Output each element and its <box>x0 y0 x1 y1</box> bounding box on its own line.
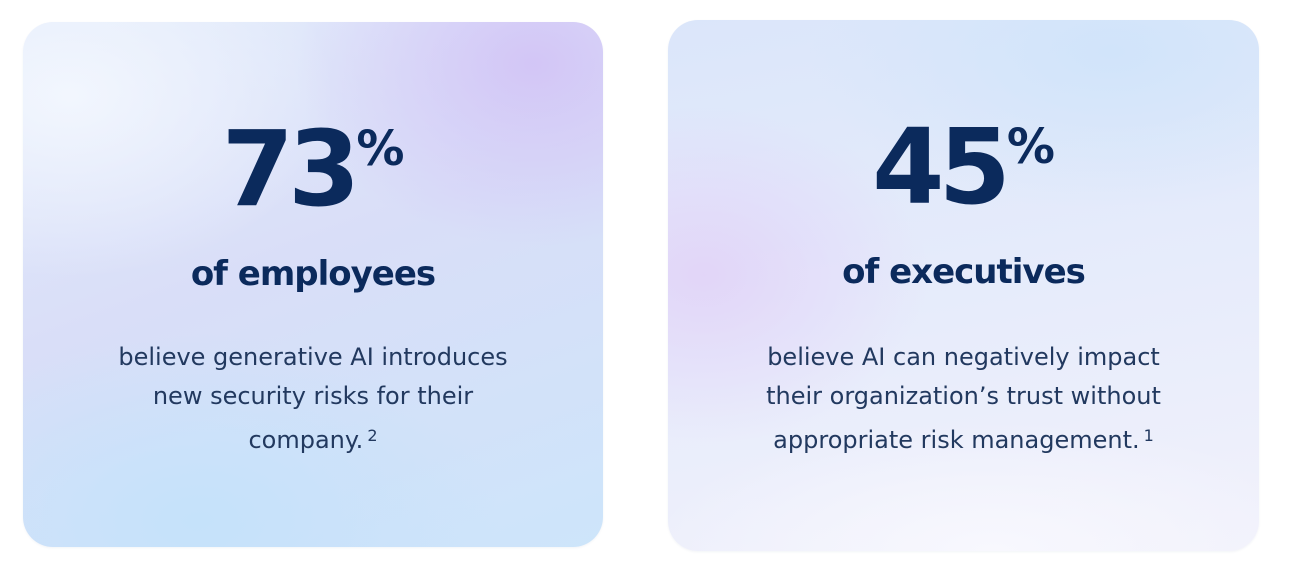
stat-subject: of executives <box>842 252 1086 292</box>
stat-card-employees: 73 % of employees believe generative AI … <box>23 22 603 547</box>
stat-subject: of employees <box>190 254 436 294</box>
footnote-reference[interactable]: 1 <box>1143 426 1154 445</box>
stat-description: believe AI can negatively impact their o… <box>738 338 1189 460</box>
stat-number: 45 <box>872 106 1011 228</box>
stat-card-executives: 45 % of executives believe AI can negati… <box>668 20 1259 551</box>
stat-description-text: believe generative AI introduces new sec… <box>118 343 508 454</box>
percent-sign: % <box>356 121 405 177</box>
stat-description: believe generative AI introduces new sec… <box>93 338 533 460</box>
percent-sign: % <box>1006 119 1055 175</box>
stat-value: 73 % <box>23 117 603 227</box>
stat-number: 73 <box>221 108 361 230</box>
stat-value: 45 % <box>668 115 1259 225</box>
footnote-reference[interactable]: 2 <box>367 426 378 445</box>
stat-description-text: believe AI can negatively impact their o… <box>766 343 1161 454</box>
